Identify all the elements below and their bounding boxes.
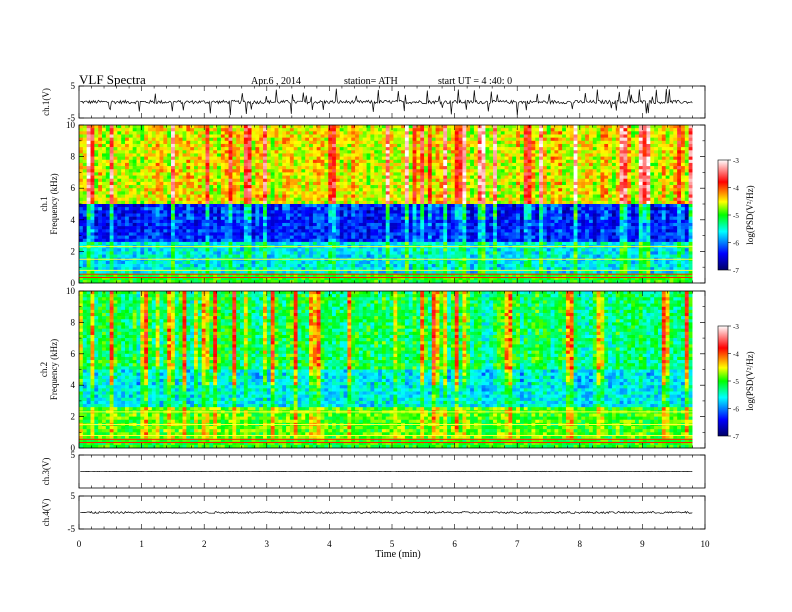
y-axis-label: ch.4(V) (41, 499, 51, 527)
y-tick-label: 8 (71, 317, 76, 327)
ch2-spectrogram-cells (79, 291, 693, 449)
y-tick-label: -5 (68, 524, 76, 534)
colorbar-tick-label: -3 (733, 157, 739, 165)
ch1-spectrogram-panel: 0 2 4 6 8 10 ch.1 Frequency (kHz) (39, 120, 706, 288)
x-tick-label: 10 (701, 539, 711, 549)
y-tick-label: 10 (66, 120, 76, 130)
colorbar-tick-label: -3 (733, 323, 739, 331)
ch2-spectrogram-panel: 0 2 4 6 8 10 ch.2 Frequency (kHz) (39, 286, 706, 453)
ch1-spectrogram-cells (79, 125, 693, 284)
y-tick-label: 5 (71, 81, 76, 91)
colorbar-tick-label: -5 (733, 212, 739, 220)
channel-label: ch.2 (39, 362, 49, 377)
colorbar-tick-label: -7 (733, 433, 739, 441)
y-axis-label: Frequency (kHz) (49, 339, 59, 400)
y-axis-label: ch.3(V) (41, 458, 51, 486)
x-tick-label: 1 (139, 539, 144, 549)
colorbar-tick-label: -5 (733, 378, 739, 386)
colorbar-tick-label: -4 (733, 351, 739, 359)
y-tick-label: 5 (71, 450, 76, 460)
y-tick-label: -5 (68, 113, 76, 123)
ch1-colorbar: -3 -4 -5 -6 -7 log(PSD(V²/Hz) (717, 157, 755, 275)
y-tick-label: 2 (71, 246, 76, 256)
ch1-waveform-trace (80, 88, 693, 116)
channel-label: ch.1 (39, 196, 49, 211)
time-axis: 0 1 2 3 4 5 6 7 8 9 10 (77, 539, 710, 549)
y-axis-label: Frequency (kHz) (49, 173, 59, 234)
start-time-label: start UT = 4 :40: 0 (438, 76, 512, 87)
y-tick-label: 5 (71, 491, 76, 501)
x-tick-label: 5 (390, 539, 395, 549)
y-tick-label: 2 (71, 412, 76, 422)
y-tick-label: 6 (71, 183, 76, 193)
ch2-colorbar: -3 -4 -5 -6 -7 log(PSD(V²/Hz) (717, 323, 755, 441)
x-tick-label: 6 (452, 539, 457, 549)
x-tick-label: 0 (77, 539, 82, 549)
y-tick-label: 10 (66, 286, 76, 296)
y-tick-label: 0 (71, 443, 76, 453)
x-tick-label: 8 (578, 539, 583, 549)
ch4-waveform-panel: 5 -5 ch.4(V) (41, 491, 706, 534)
colorbar-tick-label: -6 (733, 240, 739, 248)
colorbar-tick-label: -4 (733, 185, 739, 193)
x-tick-label: 4 (327, 539, 332, 549)
y-axis-label: ch.1(V) (41, 88, 51, 116)
colorbar-gradient (717, 325, 729, 437)
station-label: station= ATH (344, 76, 398, 87)
colorbar-gradient (717, 159, 729, 271)
ch4-waveform-trace (80, 510, 693, 515)
ch3-waveform-panel: 5 ch.3(V) (41, 450, 706, 489)
x-axis-label: Time (min) (375, 549, 420, 560)
colorbar-tick-label: -7 (733, 267, 739, 275)
colorbar-tick-label: -6 (733, 406, 739, 414)
colorbar-label: log(PSD(V²/Hz) (745, 185, 755, 244)
colorbar-label: log(PSD(V²/Hz) (745, 351, 755, 410)
y-tick-label: 4 (71, 380, 76, 390)
date-label: Apr.6 , 2014 (251, 76, 301, 87)
x-tick-label: 2 (202, 539, 207, 549)
y-tick-label: 0 (71, 278, 76, 288)
x-tick-label: 3 (265, 539, 270, 549)
y-tick-label: 8 (71, 152, 76, 162)
y-tick-label: 4 (71, 215, 76, 225)
x-tick-label: 7 (515, 539, 520, 549)
figure-title: VLF Spectra (79, 72, 146, 87)
y-tick-label: 6 (71, 349, 76, 359)
x-tick-label: 9 (640, 539, 645, 549)
ch1-waveform-panel: 5 -5 ch.1(V) (41, 81, 706, 123)
